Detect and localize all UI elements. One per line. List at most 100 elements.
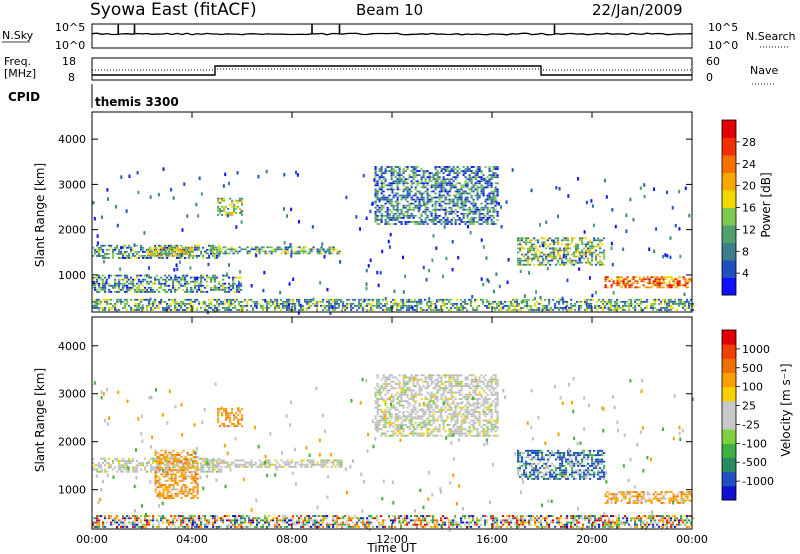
power-cell <box>412 300 415 303</box>
power-cell <box>446 192 449 195</box>
power-cell <box>102 254 105 257</box>
power-cell <box>284 250 287 253</box>
velocity-cell <box>152 457 155 460</box>
power-cell <box>120 300 123 303</box>
power-cell <box>167 252 170 255</box>
power-cell <box>404 214 407 217</box>
power-cell <box>654 300 657 303</box>
power-cell <box>97 253 100 257</box>
power-cell <box>490 190 493 193</box>
velocity-cell <box>118 459 121 462</box>
power-cell <box>110 274 113 277</box>
power-cell <box>557 251 560 254</box>
power-cell <box>360 304 363 307</box>
power-cell <box>256 248 259 251</box>
power-cell <box>184 280 187 283</box>
power-cell <box>168 309 171 311</box>
velocity-cell <box>239 418 242 421</box>
power-cell <box>404 166 407 168</box>
power-cell <box>541 263 544 266</box>
velocity-cell <box>172 497 175 500</box>
power-cell <box>402 204 405 207</box>
power-cell <box>678 300 681 303</box>
velocity-cell <box>180 466 183 469</box>
power-cell <box>338 304 341 307</box>
velocity-cell <box>418 393 421 396</box>
power-cell <box>504 300 507 303</box>
power-cell <box>255 305 258 309</box>
power-cell <box>268 302 271 305</box>
power-cell <box>462 304 465 307</box>
power-cell <box>400 208 403 211</box>
velocity-cell <box>164 473 167 476</box>
velocity-cell <box>390 430 393 433</box>
power-cell <box>438 176 441 179</box>
velocity-cell <box>406 382 409 385</box>
power-cell <box>593 245 596 248</box>
power-cell <box>381 183 384 188</box>
power-cell <box>157 192 160 197</box>
velocity-cell <box>176 488 179 491</box>
power-cell <box>146 309 149 311</box>
power-cell <box>462 212 465 215</box>
velocity-cell <box>114 466 117 469</box>
power-cell <box>224 172 227 177</box>
velocity-cell <box>96 468 99 471</box>
power-cell <box>250 248 253 251</box>
power-cell <box>670 304 673 307</box>
power-cell <box>570 304 573 307</box>
power-cell <box>442 172 445 175</box>
power-cell <box>456 200 459 203</box>
power-cell <box>601 263 604 266</box>
power-cell <box>519 257 522 260</box>
power-cell <box>108 307 111 309</box>
power-cell <box>166 276 169 279</box>
power-cell <box>170 309 173 311</box>
velocity-cell <box>378 415 381 418</box>
power-cell <box>585 200 588 205</box>
velocity-cell <box>176 451 179 454</box>
power-cell <box>248 252 251 255</box>
power-cell <box>242 248 245 251</box>
velocity-cell <box>430 415 433 418</box>
power-cell <box>470 176 473 179</box>
velocity-cell <box>158 479 161 482</box>
power-cell <box>436 172 439 175</box>
power-cell <box>595 257 598 260</box>
power-cell <box>104 244 107 247</box>
power-cell <box>652 304 655 307</box>
power-cell <box>573 245 576 248</box>
power-cell <box>226 300 229 303</box>
power-cell <box>508 300 511 303</box>
power-cell <box>264 307 267 309</box>
power-cell <box>296 252 299 255</box>
power-cell <box>382 172 385 175</box>
velocity-cell <box>194 456 197 459</box>
power-cell <box>646 300 649 303</box>
velocity-cell <box>164 466 167 469</box>
power-cell <box>476 221 479 223</box>
power-cell <box>616 284 619 287</box>
power-cell <box>410 212 413 215</box>
power-cell <box>662 282 665 285</box>
power-cell <box>304 300 307 303</box>
velocity-cell <box>386 378 389 381</box>
power-cell <box>318 252 321 255</box>
power-cell <box>189 246 192 249</box>
power-cell <box>454 307 457 309</box>
power-cell <box>472 307 475 309</box>
velocity-cell <box>400 404 403 407</box>
power-cell <box>608 280 611 283</box>
power-cell <box>454 168 457 170</box>
power-cell <box>452 166 455 168</box>
power-cell <box>658 284 661 287</box>
power-cell <box>194 300 197 303</box>
power-cell <box>118 252 121 255</box>
power-cell <box>545 220 548 224</box>
velocity-cell <box>440 398 443 401</box>
velocity-cell <box>231 423 234 425</box>
velocity-cell <box>156 479 159 482</box>
velocity-cell <box>384 404 387 407</box>
power-cell <box>466 208 469 211</box>
power-cell <box>518 304 521 307</box>
